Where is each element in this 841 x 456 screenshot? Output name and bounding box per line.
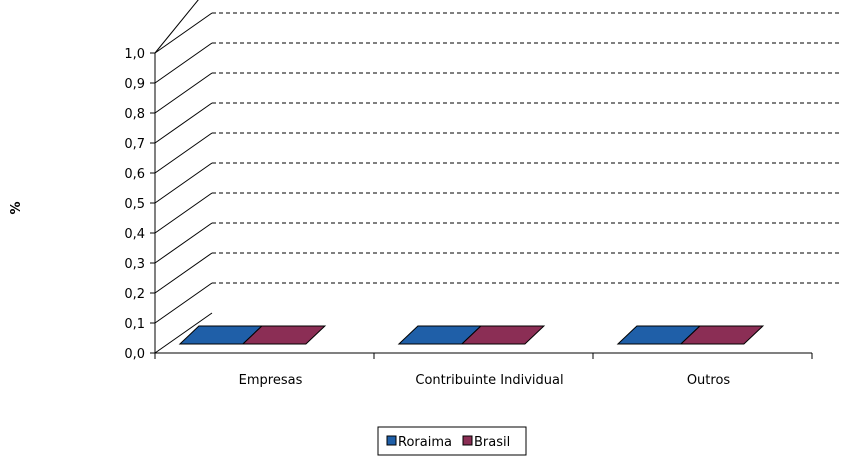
category-labels: Empresas Contribuinte Individual Outros [239, 373, 731, 388]
bar-brasil [241, 325, 327, 345]
legend-swatch [462, 435, 473, 446]
y-tick-label: 0,2 [124, 287, 145, 302]
bar-brasil [679, 325, 765, 345]
legend-box [377, 426, 527, 456]
side-wall-line [154, 252, 213, 294]
side-wall-line [154, 162, 213, 204]
y-tick-label: 0,1 [124, 317, 145, 332]
y-tick-label: 0,6 [124, 167, 145, 182]
y-tick-labels: 0,0 0,1 0,2 0,3 0,4 0,5 0,6 0,7 0,8 0,9 1,0 [124, 47, 145, 362]
side-wall-line [154, 132, 213, 174]
legend: Roraima Brasil [377, 426, 527, 456]
side-wall-line [154, 42, 213, 84]
category-label: Contribuinte Individual [415, 373, 563, 388]
side-wall-line [154, 222, 213, 264]
y-tick-label: 1,0 [124, 47, 145, 62]
chart-walls [154, 0, 213, 354]
side-wall-line [154, 282, 213, 324]
bar-brasil [460, 325, 546, 345]
side-wall-line [154, 12, 213, 54]
category-label: Outros [687, 373, 731, 388]
y-tick-label: 0,5 [124, 197, 145, 212]
side-wall-line [154, 102, 213, 144]
legend-label: Brasil [474, 435, 510, 450]
side-wall-line [154, 312, 213, 354]
y-axis-title: % [9, 201, 24, 214]
y-tick-label: 0,4 [124, 227, 145, 242]
category-label: Empresas [239, 373, 303, 388]
y-tick-label: 0,7 [124, 137, 145, 152]
bars [178, 325, 765, 345]
y-tick-label: 0,0 [124, 347, 145, 362]
legend-label: Roraima [398, 435, 452, 450]
y-tick-label: 0,3 [124, 257, 145, 272]
side-wall-line [154, 0, 199, 54]
legend-swatch [386, 435, 397, 446]
y-tick-label: 0,9 [124, 77, 145, 92]
y-tick-label: 0,8 [124, 107, 145, 122]
gridlines [212, 12, 841, 284]
side-wall-line [154, 192, 213, 234]
side-wall-line [154, 72, 213, 114]
axes [150, 52, 813, 359]
